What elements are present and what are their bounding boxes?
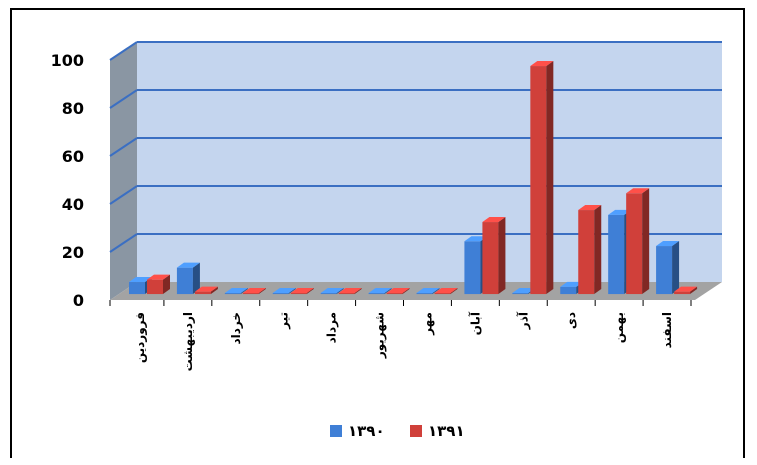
bar-top bbox=[147, 274, 170, 280]
bar-front bbox=[176, 267, 193, 295]
bar-front bbox=[530, 66, 547, 295]
bar-top bbox=[368, 288, 392, 294]
legend-label: ۱۳۹۰ bbox=[348, 422, 385, 440]
bar-side bbox=[672, 241, 680, 295]
y-tick-label: 0 bbox=[73, 291, 84, 310]
bar-front bbox=[320, 293, 337, 295]
gridline-side bbox=[109, 185, 138, 205]
x-category-label: خرداد bbox=[229, 312, 243, 345]
bar-front bbox=[512, 293, 529, 295]
y-tick-label: 100 bbox=[51, 51, 84, 70]
bar-side bbox=[210, 286, 218, 295]
bar-side bbox=[163, 274, 170, 295]
bar-top bbox=[512, 288, 536, 294]
y-tick-label: 60 bbox=[62, 147, 84, 166]
bar-side bbox=[402, 288, 410, 295]
gridline-side bbox=[109, 89, 138, 109]
gridline-side bbox=[109, 137, 138, 157]
bar-top bbox=[224, 288, 248, 294]
bar-top bbox=[464, 236, 488, 242]
y-tick-label: 20 bbox=[62, 243, 84, 262]
bar-front bbox=[290, 293, 307, 295]
bar-front bbox=[368, 293, 385, 295]
legend-swatch bbox=[330, 425, 342, 437]
bar-side bbox=[690, 286, 698, 295]
bar-top bbox=[290, 288, 314, 294]
chart-side-wall bbox=[110, 42, 137, 300]
x-category-label: دی bbox=[564, 312, 578, 329]
bar-top bbox=[608, 209, 632, 215]
bar-chart: 0 20 40 60 80 100 فروردین اردیبهشت خرداد تیر مرداد… bbox=[51, 41, 722, 440]
x-category-label: مهر bbox=[420, 312, 434, 336]
bar-side bbox=[258, 288, 266, 295]
bar-side bbox=[432, 288, 440, 295]
bar-top bbox=[129, 277, 152, 283]
bar-side bbox=[192, 262, 200, 295]
bar-side bbox=[546, 61, 554, 295]
bar-front bbox=[626, 193, 643, 295]
bar-top bbox=[320, 288, 344, 294]
bar-front bbox=[434, 293, 451, 295]
bar-side bbox=[594, 205, 602, 295]
x-category-label: اسفند bbox=[660, 312, 674, 348]
bar-side bbox=[306, 288, 314, 295]
bar-top bbox=[194, 286, 218, 292]
bar-top bbox=[482, 217, 506, 223]
bar-top bbox=[530, 61, 554, 67]
bar-front bbox=[608, 214, 625, 295]
bar-front bbox=[656, 246, 673, 295]
bar-top bbox=[416, 288, 440, 294]
bar-front bbox=[338, 293, 355, 295]
x-category-label: اردیبهشت bbox=[181, 312, 195, 371]
bar-top bbox=[578, 205, 602, 211]
bar-top bbox=[434, 288, 458, 294]
bar-side bbox=[642, 188, 650, 295]
x-category-label: فروردین bbox=[133, 312, 148, 363]
x-category-label: آذر bbox=[515, 311, 530, 330]
bar-side bbox=[288, 288, 296, 295]
bar-front bbox=[272, 293, 289, 295]
bar-front bbox=[386, 293, 403, 295]
bar-front bbox=[129, 282, 145, 295]
bar-front bbox=[560, 286, 577, 295]
bar-front bbox=[147, 279, 163, 295]
y-tick-label: 40 bbox=[62, 195, 84, 214]
bar-side bbox=[354, 288, 362, 295]
x-category-label: شهریور bbox=[373, 312, 388, 359]
legend-swatch bbox=[410, 425, 422, 437]
bar-top bbox=[272, 288, 296, 294]
bar-side bbox=[498, 217, 506, 295]
bar-top bbox=[560, 281, 584, 287]
x-category-label: بهمن bbox=[612, 312, 626, 343]
bar-front bbox=[194, 291, 211, 295]
bar-top bbox=[338, 288, 362, 294]
bar-front bbox=[464, 241, 481, 295]
bar-side bbox=[384, 288, 392, 295]
bar-top bbox=[242, 288, 266, 294]
y-tick-label: 80 bbox=[62, 99, 84, 118]
bar-side bbox=[336, 288, 344, 295]
bar-front bbox=[416, 293, 433, 295]
bar-side bbox=[240, 288, 248, 295]
bar-front bbox=[242, 293, 259, 295]
x-category-label: آبان bbox=[467, 311, 482, 335]
bar-top bbox=[674, 286, 698, 292]
gridline-side bbox=[109, 233, 138, 253]
legend-label: ۱۳۹۱ bbox=[428, 422, 465, 440]
bar-top bbox=[176, 262, 200, 268]
chart-frame: 0 20 40 60 80 100 فروردین اردیبهشت خرداد تیر مرداد… bbox=[10, 8, 745, 458]
bar-top bbox=[626, 188, 650, 194]
bar-front bbox=[224, 293, 241, 295]
bar-front bbox=[482, 222, 499, 295]
x-category-label: تیر bbox=[277, 312, 291, 330]
bar-top bbox=[656, 241, 680, 247]
gridline-side bbox=[109, 41, 138, 61]
bar-top bbox=[386, 288, 410, 294]
bar-side bbox=[450, 288, 458, 295]
bar-front bbox=[674, 291, 691, 295]
bar-front bbox=[578, 210, 595, 295]
x-category-label: مرداد bbox=[325, 312, 339, 343]
